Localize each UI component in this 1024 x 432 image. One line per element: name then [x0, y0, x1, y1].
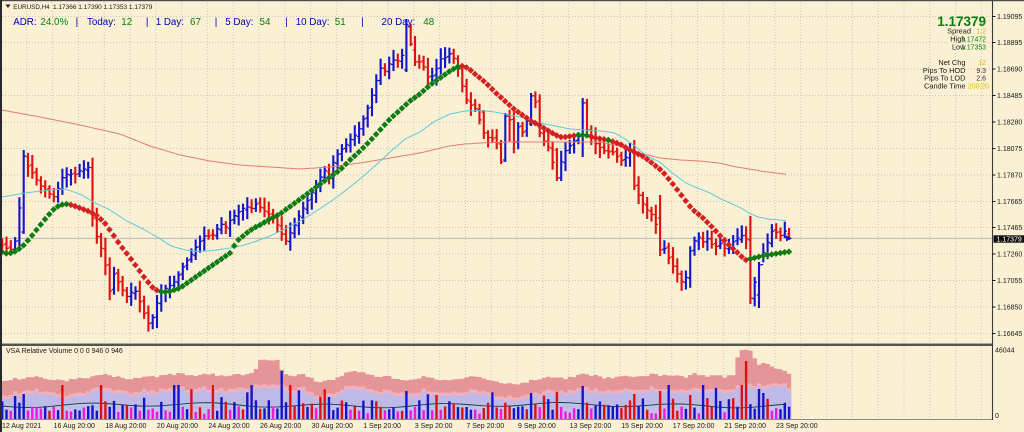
svg-text:VSA Relative Volume 0 0 0 946: VSA Relative Volume 0 0 0 946 0 946 — [6, 348, 123, 355]
svg-text:18 Aug 20:00: 18 Aug 20:00 — [105, 423, 146, 430]
svg-text:9.3: 9.3 — [976, 68, 986, 75]
svg-text:46044: 46044 — [995, 348, 1015, 355]
svg-text:Pips To LOD: Pips To LOD — [924, 74, 965, 83]
svg-text:200:20: 200:20 — [968, 83, 989, 90]
svg-text:3 Sep 20:00: 3 Sep 20:00 — [415, 423, 453, 430]
svg-text:9 Sep 20:00: 9 Sep 20:00 — [518, 423, 556, 430]
svg-text:24.0%: 24.0% — [40, 17, 68, 28]
svg-text:1.17465: 1.17465 — [997, 225, 1022, 232]
svg-text:|: | — [285, 17, 288, 28]
svg-text:23 Sep 20:00: 23 Sep 20:00 — [776, 423, 818, 430]
svg-text:1.17870: 1.17870 — [997, 172, 1022, 179]
svg-text:20 Day:: 20 Day: — [382, 17, 416, 28]
svg-text:ADR:: ADR: — [13, 17, 36, 28]
svg-text:1.18895: 1.18895 — [997, 40, 1022, 47]
svg-text:16 Aug 20:00: 16 Aug 20:00 — [54, 423, 95, 430]
svg-text:|: | — [146, 17, 149, 28]
svg-text:1 Day:: 1 Day: — [156, 17, 184, 28]
svg-text:5 Day:: 5 Day: — [225, 17, 253, 28]
svg-text:2.6: 2.6 — [976, 76, 986, 83]
svg-text:1.17353: 1.17353 — [961, 45, 986, 52]
svg-text:Candle Time: Candle Time — [924, 81, 966, 90]
svg-text:|: | — [215, 17, 218, 28]
svg-text:1.17379: 1.17379 — [997, 236, 1022, 243]
svg-text:1.19095: 1.19095 — [997, 14, 1022, 21]
svg-text:Spread: Spread — [947, 26, 971, 35]
svg-text:High: High — [950, 35, 965, 44]
svg-text:0: 0 — [995, 413, 999, 420]
svg-text:Net Chg: Net Chg — [938, 58, 965, 67]
svg-text:|: | — [76, 17, 79, 28]
svg-text:EURUSD,H4: EURUSD,H4 — [13, 4, 50, 11]
svg-text:1.17366 1.17390 1.17353 1.1737: 1.17366 1.17390 1.17353 1.17379 — [53, 4, 153, 11]
svg-text:54: 54 — [260, 17, 271, 28]
svg-text:1.17472: 1.17472 — [961, 37, 986, 44]
svg-text:1.18485: 1.18485 — [997, 93, 1022, 100]
svg-text:15 Sep 20:00: 15 Sep 20:00 — [621, 423, 663, 430]
svg-text:Today:: Today: — [87, 17, 116, 28]
svg-text:Low: Low — [952, 43, 966, 52]
svg-text:24 Aug 20:00: 24 Aug 20:00 — [208, 423, 249, 430]
svg-text:1.17260: 1.17260 — [997, 251, 1022, 258]
svg-text:51: 51 — [335, 17, 346, 28]
svg-text:17 Sep 20:00: 17 Sep 20:00 — [673, 423, 715, 430]
svg-text:|: | — [361, 17, 364, 28]
svg-text:1.2: 1.2 — [976, 28, 986, 35]
svg-text:1.17379: 1.17379 — [937, 14, 986, 29]
svg-text:48: 48 — [423, 17, 434, 28]
svg-text:10 Day:: 10 Day: — [296, 17, 330, 28]
svg-text:7 Sep 20:00: 7 Sep 20:00 — [466, 423, 504, 430]
svg-text:1.18280: 1.18280 — [997, 119, 1022, 126]
svg-text:1 Sep 20:00: 1 Sep 20:00 — [363, 423, 401, 430]
svg-text:67: 67 — [190, 17, 201, 28]
svg-text:30 Aug 20:00: 30 Aug 20:00 — [312, 423, 353, 430]
svg-text:20 Aug 20:00: 20 Aug 20:00 — [157, 423, 198, 430]
svg-text:13 Sep 20:00: 13 Sep 20:00 — [570, 423, 612, 430]
svg-text:1.17055: 1.17055 — [997, 278, 1022, 285]
svg-text:12 Aug 2021: 12 Aug 2021 — [2, 423, 41, 430]
svg-text:12: 12 — [978, 60, 986, 67]
svg-text:1.16645: 1.16645 — [997, 331, 1022, 338]
svg-text:Pips To HOD: Pips To HOD — [923, 66, 966, 75]
svg-text:26 Aug 20:00: 26 Aug 20:00 — [260, 423, 301, 430]
svg-text:12: 12 — [121, 17, 132, 28]
svg-text:1.18075: 1.18075 — [997, 146, 1022, 153]
svg-text:21 Sep 20:00: 21 Sep 20:00 — [724, 423, 766, 430]
svg-text:1.18690: 1.18690 — [997, 66, 1022, 73]
svg-text:1.16850: 1.16850 — [997, 304, 1022, 311]
svg-text:1.17665: 1.17665 — [997, 199, 1022, 206]
